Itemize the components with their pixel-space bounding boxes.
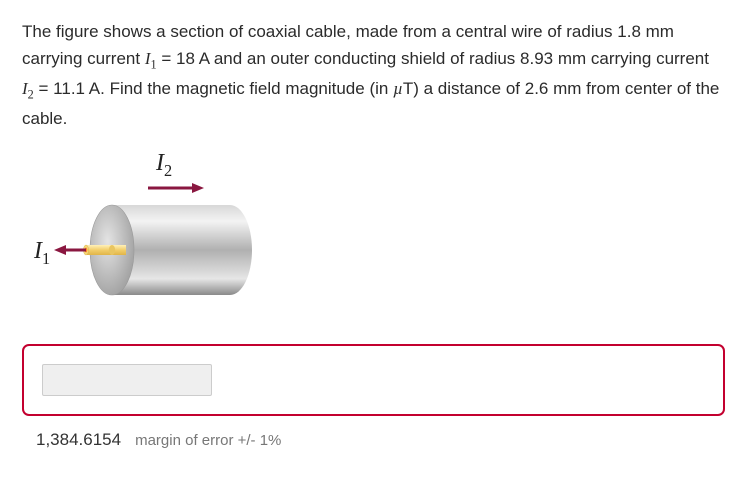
- unit-T: T: [403, 79, 413, 98]
- i1-label: I1: [34, 238, 50, 269]
- problem-eq2: = 11.1 A. Find the magnetic field magnit…: [34, 79, 393, 98]
- margin-of-error: margin of error +/- 1%: [135, 432, 281, 449]
- problem-text: The figure shows a section of coaxial ca…: [22, 18, 725, 132]
- i1-sub: 1: [42, 249, 50, 268]
- coax-cable-figure: I2 I1: [30, 150, 270, 320]
- correct-answer: 1,384.6154: [36, 430, 121, 450]
- i2-arrow-icon: [148, 183, 204, 193]
- feedback-row: 1,384.6154 margin of error +/- 1%: [36, 430, 725, 450]
- answer-input[interactable]: [42, 364, 212, 396]
- problem-eq1: = 18 A and an outer conducting shield of…: [157, 49, 709, 68]
- answer-box: [22, 344, 725, 416]
- unit-mu: µ: [393, 79, 403, 98]
- i2-symbol: I: [156, 150, 164, 176]
- i1-arrow-icon: [54, 245, 86, 255]
- coax-svg: [30, 150, 270, 320]
- i2-label: I2: [156, 150, 172, 181]
- i2-sub: 2: [164, 161, 172, 180]
- i1-symbol: I: [34, 238, 42, 264]
